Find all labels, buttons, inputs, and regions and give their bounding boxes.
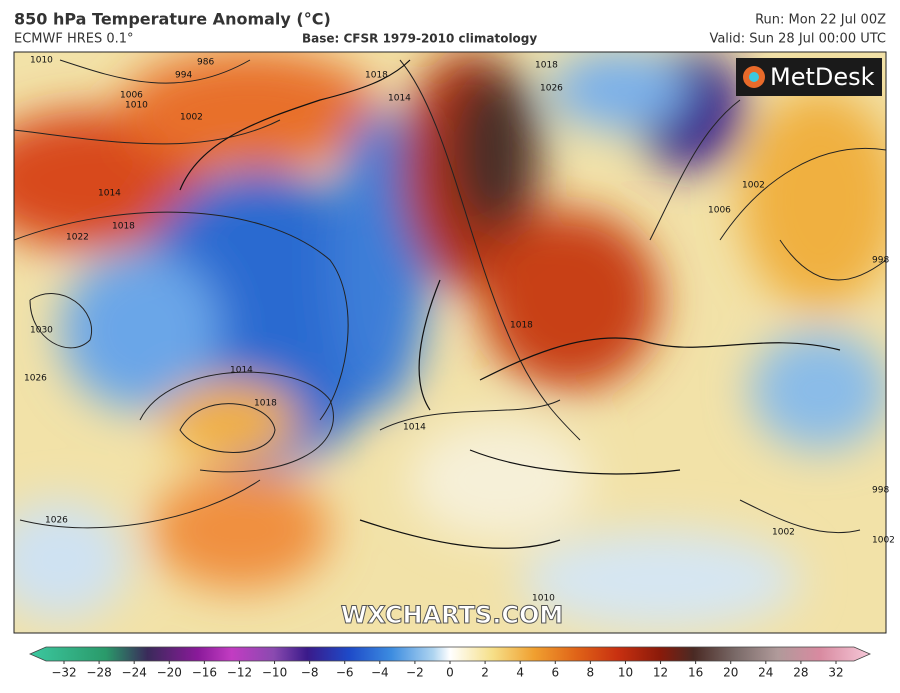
- colorbar-tick-label: −32: [51, 666, 76, 680]
- colorbar-tick-label: 12: [653, 666, 668, 680]
- colorbar-tick-label: 20: [723, 666, 738, 680]
- colorbar-tick-label: 32: [828, 666, 843, 680]
- colorbar-tick-label: 0: [446, 666, 454, 680]
- isobar-label: 1010: [125, 101, 148, 111]
- map: [14, 52, 886, 633]
- colorbar-tick-label: 24: [758, 666, 773, 680]
- isobar-label: 1014: [388, 94, 411, 104]
- isobar-label: 998: [872, 256, 889, 266]
- colorbar-tick-label: −6: [336, 666, 354, 680]
- isobar-label: 1022: [66, 233, 89, 243]
- isobar-label: 1010: [30, 56, 53, 66]
- colorbar-tick-label: −28: [86, 666, 111, 680]
- isobar-label: 1014: [403, 423, 426, 433]
- colorbar-tick-label: 8: [587, 666, 595, 680]
- base: Base: CFSR 1979-2010 climatology: [302, 32, 537, 46]
- run: Run: Mon 22 Jul 00Z: [755, 13, 886, 28]
- logo: MetDesk: [770, 63, 875, 91]
- isobar-labels: 1010 986994100210061010101410181022103010…: [24, 56, 895, 604]
- isobar-label: 1018: [254, 399, 277, 409]
- isobar-label: 1002: [772, 528, 795, 538]
- isobar-label: 1018: [112, 222, 135, 232]
- map-frame: [13, 51, 887, 634]
- colorbar-tick-label: 6: [551, 666, 559, 680]
- colorbar-tick-label: 16: [688, 666, 703, 680]
- colorbar-tick-label: −4: [371, 666, 389, 680]
- isobar-label: 1010: [532, 594, 555, 604]
- colorbar: [29, 646, 871, 662]
- colorbar-tick-label: 10: [618, 666, 633, 680]
- isobar-label: 1002: [872, 536, 895, 546]
- colorbar-tick-label: 28: [793, 666, 808, 680]
- isobar-label: 1014: [98, 189, 121, 199]
- isobar-label: 1026: [24, 374, 47, 384]
- watermark: WXCHARTS.COM: [341, 601, 563, 629]
- isobar-label: 1026: [540, 84, 563, 94]
- isobar-label: 1026: [45, 516, 68, 526]
- colorbar-ticks: −32 −28 −24 −20 −16 −12 −10 −8 −6 −4 −2 0 2 4 6 8 10 12 16…: [51, 661, 844, 680]
- colorbar-tick-label: −16: [192, 666, 217, 680]
- isobar-label: 1006: [120, 91, 143, 101]
- isobar-label: 1030: [30, 326, 53, 336]
- colorbar-tick-label: −2: [406, 666, 424, 680]
- isobar-label: 998: [872, 486, 889, 496]
- colorbar-tick-label: −24: [122, 666, 147, 680]
- colorbar-tick-label: 4: [516, 666, 524, 680]
- valid: Valid: Sun 28 Jul 00:00 UTC: [709, 32, 886, 47]
- isobar-label: 1006: [708, 206, 731, 216]
- isobar-label: 994: [175, 71, 192, 81]
- colorbar-tick-label: −10: [262, 666, 287, 680]
- isobar-label: 1002: [742, 181, 765, 191]
- colorbar-tick-label: −12: [227, 666, 252, 680]
- isobar-label: 986: [197, 58, 214, 68]
- title: 850 hPa Temperature Anomaly (°C): [14, 10, 331, 29]
- isobar-label: 1018: [535, 61, 558, 71]
- isobar-label: 1018: [510, 321, 533, 331]
- isobar-label: 1014: [230, 366, 253, 376]
- isobar-label: 1002: [180, 113, 203, 123]
- isobar-label: 1018: [365, 71, 388, 81]
- colorbar-tick-label: 2: [481, 666, 489, 680]
- model: ECMWF HRES 0.1°: [14, 32, 134, 47]
- logo-icon-core: [749, 72, 759, 82]
- colorbar-tick-label: −20: [157, 666, 182, 680]
- colorbar-tick-label: −8: [301, 666, 319, 680]
